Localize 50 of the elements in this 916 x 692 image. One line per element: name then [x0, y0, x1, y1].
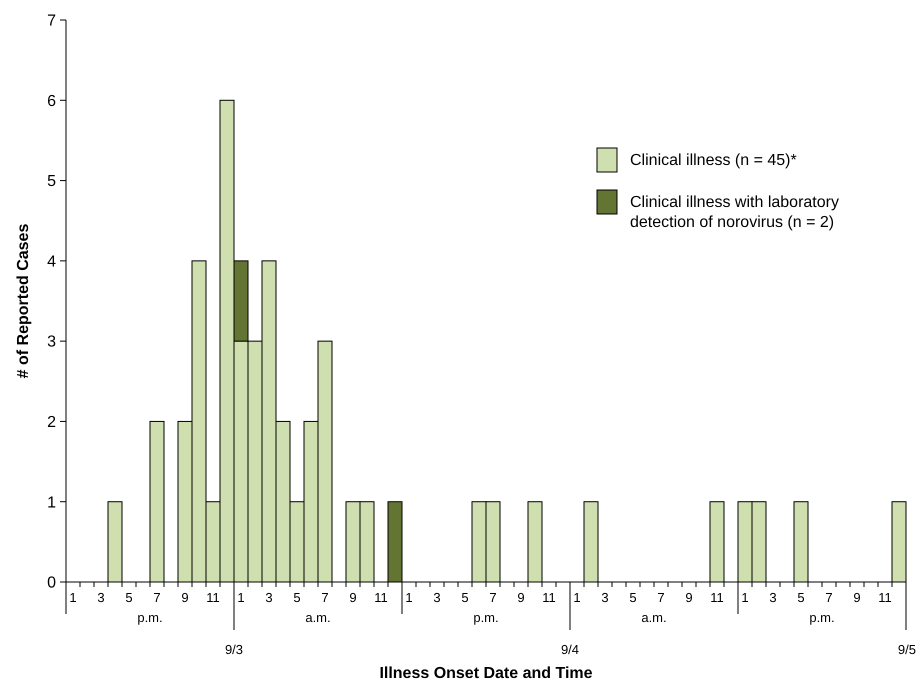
- x-tick-label: 9: [181, 590, 189, 605]
- x-tick-label: 9: [517, 590, 525, 605]
- x-tick-label: 3: [601, 590, 609, 605]
- y-tick-label: 3: [47, 334, 56, 351]
- x-tick-label: 3: [769, 590, 777, 605]
- x-tick-label: 7: [153, 590, 161, 605]
- x-tick-label: 7: [321, 590, 329, 605]
- x-tick-label: 5: [797, 590, 805, 605]
- text: a.m.: [641, 610, 667, 625]
- y-tick-label: 4: [47, 253, 56, 270]
- x-tick-label: 7: [489, 590, 497, 605]
- text: a.m.: [305, 610, 331, 625]
- x-tick-label: 3: [433, 590, 441, 605]
- y-tick-label: 2: [47, 414, 56, 432]
- x-tick-label: 9: [685, 590, 693, 605]
- x-tick-label: 1: [237, 590, 245, 605]
- x-tick-label: 3: [97, 590, 105, 605]
- y-tick-label: 5: [47, 173, 56, 190]
- x-tick-label: 11: [710, 590, 724, 605]
- x-tick-label: 9: [349, 590, 357, 605]
- y-tick-label: 1: [47, 494, 56, 512]
- x-tick-label: 1: [741, 590, 749, 605]
- y-axis-title: # of Reported Cases: [15, 224, 32, 378]
- text: 9/3: [224, 642, 244, 657]
- x-tick-label: 5: [629, 590, 637, 605]
- y-tick-label: 7: [47, 12, 56, 30]
- y-tick-label: 0: [47, 574, 56, 592]
- y-tick-label: 6: [47, 92, 56, 110]
- text: p.m.: [137, 610, 163, 625]
- x-tick-label: 3: [265, 590, 273, 605]
- text: 9/4: [560, 642, 580, 657]
- x-tick-label: 11: [206, 590, 220, 605]
- text: p.m.: [809, 610, 835, 625]
- x-tick-label: 11: [878, 590, 892, 605]
- text: 9/5: [898, 642, 916, 657]
- x-tick-label: 1: [69, 590, 77, 605]
- x-tick-label: 5: [461, 590, 469, 605]
- x-tick-label: 11: [374, 590, 388, 605]
- x-tick-label: 1: [573, 590, 581, 605]
- x-tick-label: 5: [293, 590, 301, 605]
- x-tick-label: 9: [853, 590, 861, 605]
- text: p.m.: [473, 610, 499, 625]
- legend-label: Clinical illness (n = 45)*: [630, 152, 797, 169]
- x-tick-label: 7: [825, 590, 833, 605]
- x-axis-title: Illness Onset Date and Time: [379, 665, 593, 682]
- x-tick-label: 7: [657, 590, 665, 605]
- x-tick-label: 5: [125, 590, 133, 605]
- legend-label: Clinical illness with laboratory detection of norovirus (n = 2): [630, 194, 839, 231]
- x-tick-label: 1: [405, 590, 413, 605]
- x-tick-label: 11: [542, 590, 556, 605]
